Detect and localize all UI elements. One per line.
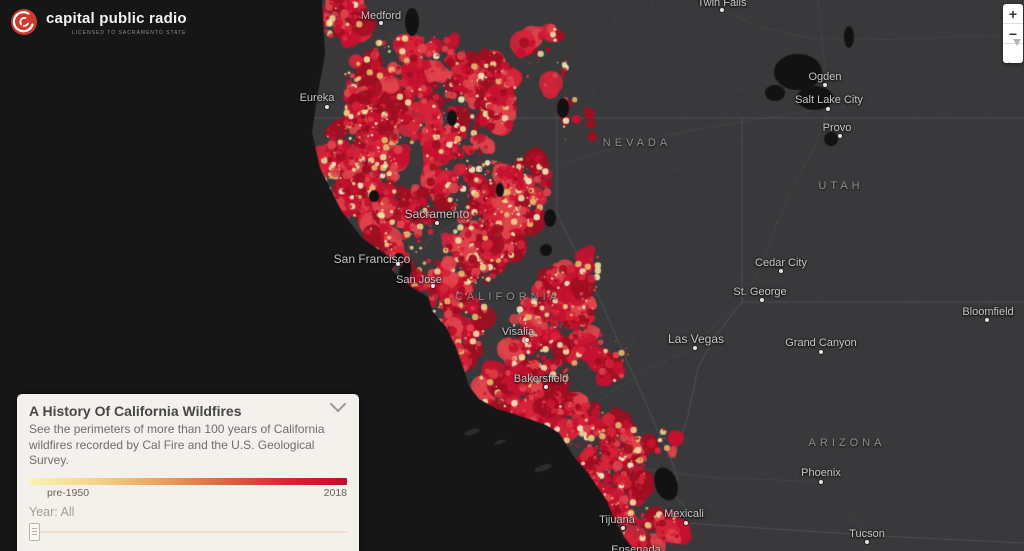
brand-name: capital public radio [46, 10, 187, 27]
legend-start-label: pre-1950 [47, 486, 90, 499]
legend-gradient-bar [29, 477, 347, 485]
panel-title: A History Of California Wildfires [29, 403, 242, 419]
year-slider-handle[interactable] [29, 522, 40, 541]
info-panel: A History Of California Wildfires See th… [17, 394, 359, 551]
capradio-logo[interactable]: capital public radio Licensed to Sacrame… [10, 8, 187, 36]
year-slider-track[interactable] [29, 530, 347, 533]
year-slider[interactable] [29, 522, 347, 541]
capradio-logo-icon [10, 8, 38, 36]
zoom-out-button[interactable]: − [1003, 24, 1023, 44]
zoom-in-button[interactable]: + [1003, 4, 1023, 24]
chevron-down-icon[interactable] [329, 401, 347, 419]
year-row: Year: All [29, 505, 347, 519]
legend-labels: pre-1950 2018 [29, 487, 347, 499]
panel-description: See the perimeters of more than 100 year… [29, 422, 325, 468]
year-label: Year: [29, 504, 58, 519]
map-zoom-control: + − [1003, 4, 1023, 63]
compass-icon [1005, 45, 1013, 63]
brand-tagline: Licensed to Sacramento State [72, 29, 187, 36]
compass-button[interactable] [1003, 38, 1023, 63]
year-value: All [60, 504, 75, 519]
legend-end-label: 2018 [323, 486, 347, 499]
